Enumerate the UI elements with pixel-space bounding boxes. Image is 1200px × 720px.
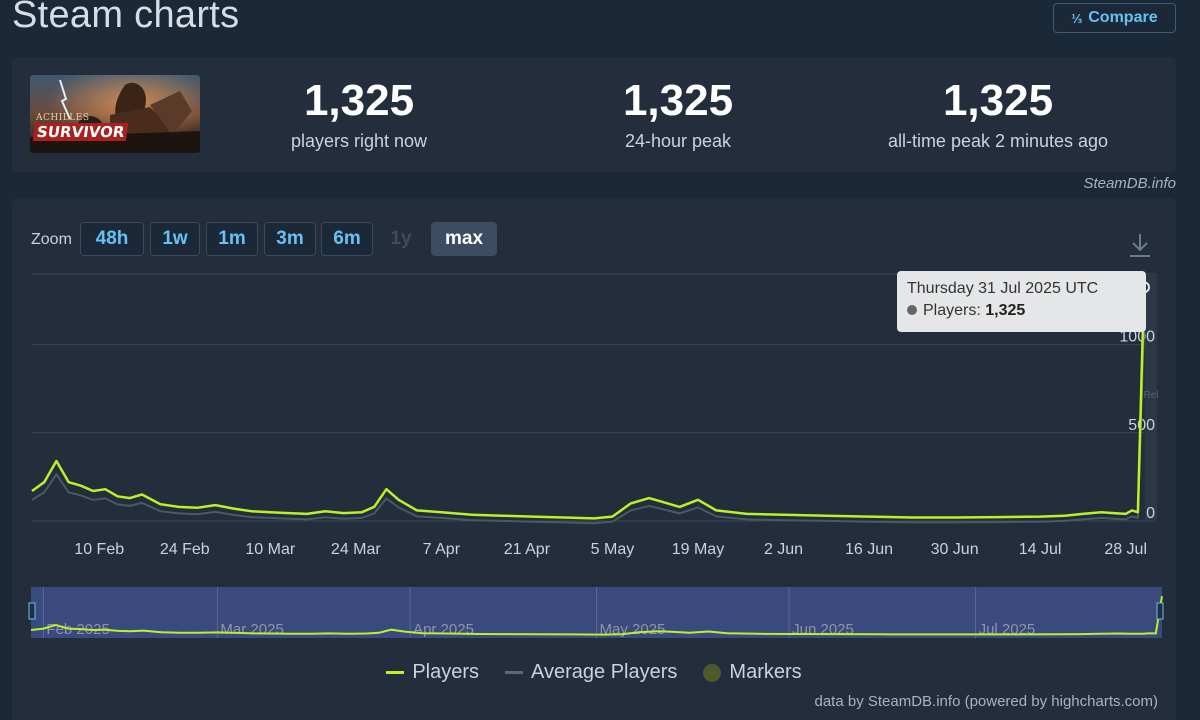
y-tick-label: 0 xyxy=(1146,505,1155,522)
y-axis-rail xyxy=(1145,274,1157,521)
zoom-6m-button[interactable]: 6m xyxy=(321,222,373,256)
chart-legend: Players Average Players Markers xyxy=(12,661,1176,684)
average-players-line xyxy=(31,326,1145,525)
steamdb-credit[interactable]: SteamDB.info xyxy=(1083,175,1176,192)
rail-label: Rel xyxy=(1143,390,1158,401)
tooltip-series-dot xyxy=(907,305,917,315)
compare-icon: ⅓ xyxy=(1071,10,1083,26)
legend-swatch xyxy=(386,671,405,674)
legend-item-average-players[interactable]: Average Players xyxy=(505,661,677,684)
stat-label: all-time peak 2 minutes ago xyxy=(887,131,1109,151)
x-tick-label: 10 Feb xyxy=(74,541,124,558)
legend-label: Players xyxy=(412,661,480,683)
thumb-title-top: ACHILLES xyxy=(36,113,90,123)
zoom-1y-button: 1y xyxy=(390,228,412,249)
zoom-max-button[interactable]: max xyxy=(431,222,497,256)
zoom-48h-button[interactable]: 48h xyxy=(80,222,144,256)
x-tick-label: 5 May xyxy=(591,541,635,558)
page-title: Steam charts xyxy=(12,0,240,36)
y-tick-label: 1000 xyxy=(1119,329,1155,346)
stat-all-time-peak: 1,325 all-time peak 2 minutes ago xyxy=(848,77,1148,152)
legend-item-players[interactable]: Players xyxy=(386,661,479,684)
legend-swatch xyxy=(703,663,722,682)
zoom-1w-button[interactable]: 1w xyxy=(150,222,200,256)
chart-panel: Zoom 48h 1w 1m 3m 6m 1y max Rel 0 500 1000 1… xyxy=(12,198,1176,720)
navigator-label: Jul 2025 xyxy=(979,621,1036,638)
stats-panel: ACHILLES SURVIVOR 1,325 players right no… xyxy=(12,57,1176,172)
zoom-label: Zoom xyxy=(31,231,72,248)
game-thumbnail[interactable]: ACHILLES SURVIVOR xyxy=(30,75,200,153)
tooltip-series-label: Players: xyxy=(923,302,986,319)
compare-button[interactable]: ⅓ Compare xyxy=(1053,3,1176,33)
stat-value: 1,325 xyxy=(303,76,415,125)
x-tick-label: 16 Jun xyxy=(845,541,893,558)
stat-players-now: 1,325 players right now xyxy=(209,77,509,152)
navigator-label: Mar 2025 xyxy=(220,621,283,638)
navigator-handle-left xyxy=(28,602,36,620)
players-line xyxy=(31,287,1146,520)
legend-label: Average Players xyxy=(531,661,678,683)
chart-tooltip: Thursday 31 Jul 2025 UTC Players: 1,325 xyxy=(897,271,1146,332)
zoom-3m-button[interactable]: 3m xyxy=(264,222,316,256)
highcharts-credit[interactable]: data by SteamDB.info (powered by highcha… xyxy=(814,693,1159,710)
zoom-1m-button[interactable]: 1m xyxy=(206,222,258,256)
stat-label: 24-hour peak xyxy=(624,131,732,151)
stat-label: players right now xyxy=(290,131,428,151)
x-tick-label: 14 Jul xyxy=(1019,541,1062,558)
stat-24h-peak: 1,325 24-hour peak xyxy=(528,77,828,152)
x-tick-label: 24 Feb xyxy=(160,541,210,558)
navigator-players-line xyxy=(30,596,1163,636)
tooltip-value: 1,325 xyxy=(985,302,1026,319)
x-tick-label: 21 Apr xyxy=(504,541,551,558)
download-icon[interactable] xyxy=(1128,232,1152,258)
x-tick-label: 24 Mar xyxy=(331,541,381,558)
tooltip-date: Thursday 31 Jul 2025 UTC xyxy=(907,280,1099,297)
x-tick-label: 19 May xyxy=(672,541,724,558)
x-tick-label: 30 Jun xyxy=(931,541,979,558)
legend-swatch xyxy=(505,671,524,674)
thumb-title-bottom: SURVIVOR xyxy=(32,123,129,141)
x-tick-label: 7 Apr xyxy=(423,541,461,558)
navigator-label: Jun 2025 xyxy=(792,621,854,638)
legend-label: Markers xyxy=(729,661,802,683)
navigator-handle-right xyxy=(1156,602,1164,620)
legend-item-markers[interactable]: Markers xyxy=(703,661,802,684)
stat-value: 1,325 xyxy=(942,76,1054,125)
x-tick-label: 28 Jul xyxy=(1104,541,1147,558)
compare-label: Compare xyxy=(1088,9,1158,26)
tooltip-value-line: Players: 1,325 xyxy=(907,302,1136,320)
x-tick-label: 2 Jun xyxy=(764,541,803,558)
x-tick-label: 10 Mar xyxy=(245,541,295,558)
stat-value: 1,325 xyxy=(622,76,734,125)
navigator-label: Apr 2025 xyxy=(413,621,474,638)
